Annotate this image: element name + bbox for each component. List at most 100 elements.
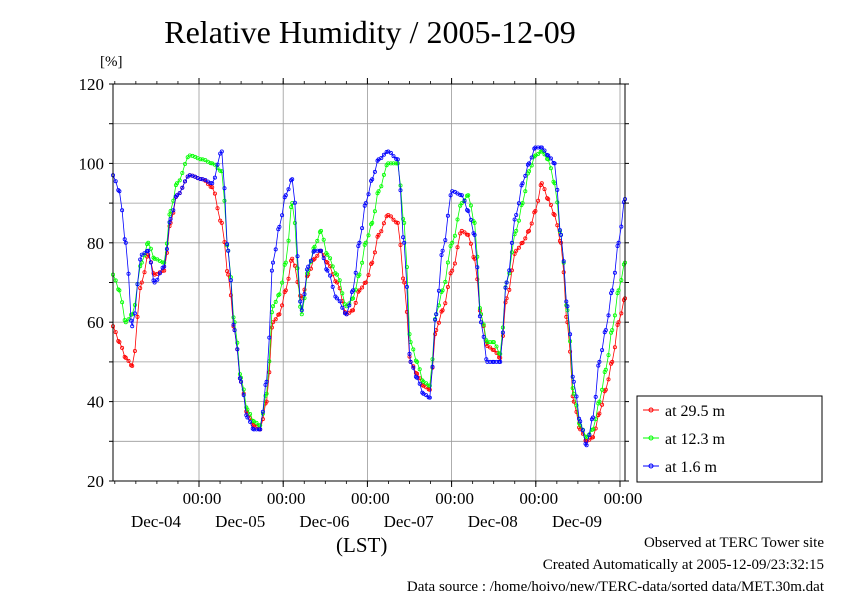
legend-label: at 29.5 m	[665, 403, 726, 420]
series-point	[292, 200, 297, 205]
series-point	[148, 260, 153, 265]
series-point	[462, 198, 467, 203]
series-point	[226, 248, 231, 253]
series-point	[445, 213, 450, 218]
series-point	[450, 240, 455, 245]
series-point	[138, 257, 143, 262]
series-point	[357, 240, 362, 245]
series-point	[520, 181, 525, 186]
series-point	[350, 288, 355, 293]
series-point	[388, 214, 393, 219]
series-point	[152, 280, 157, 285]
series-point	[232, 328, 237, 333]
series-point	[344, 312, 349, 317]
series-point	[603, 387, 608, 392]
series-point	[529, 221, 534, 226]
series-point	[270, 260, 275, 265]
series-point	[485, 359, 490, 364]
series-point	[475, 277, 480, 282]
series-point	[600, 387, 605, 392]
series-point	[443, 279, 448, 284]
y-tick-label: 60	[87, 313, 104, 332]
series-point	[146, 248, 151, 253]
series-point	[440, 308, 445, 313]
series-point	[376, 189, 381, 194]
series-point	[363, 201, 368, 206]
series-point	[350, 308, 355, 313]
series-point	[113, 278, 118, 283]
series-point	[564, 299, 569, 304]
series-point	[337, 299, 342, 304]
series-point	[552, 212, 557, 217]
series-point	[561, 259, 566, 264]
series-point	[353, 300, 358, 305]
series-point	[357, 288, 362, 293]
series-point	[491, 359, 496, 364]
series-point	[372, 169, 377, 174]
series-point	[386, 161, 391, 166]
series-point	[612, 270, 617, 275]
y-tick-label: 120	[79, 75, 105, 94]
series-point	[379, 229, 384, 234]
series-point	[455, 245, 460, 250]
series-point	[481, 322, 486, 327]
series-point	[340, 291, 345, 296]
legend-marker	[648, 407, 654, 413]
series-point	[286, 276, 291, 281]
series-point	[280, 303, 285, 308]
series-point	[533, 145, 538, 150]
series-point	[208, 161, 213, 166]
series-point	[381, 172, 386, 177]
series-point	[619, 224, 624, 229]
series-point	[157, 271, 162, 276]
series-point	[208, 180, 213, 185]
series-point	[407, 351, 412, 356]
series-point	[295, 254, 300, 259]
series-point	[546, 197, 551, 202]
series-point	[536, 198, 541, 203]
series-point	[494, 344, 499, 349]
series-point	[520, 240, 525, 245]
series-point	[295, 266, 300, 271]
series-point	[298, 304, 303, 309]
series-point	[488, 359, 493, 364]
series-point	[328, 256, 333, 261]
series-point	[551, 211, 556, 216]
series-point	[286, 238, 291, 243]
series-point	[610, 328, 615, 333]
series-point	[328, 264, 333, 269]
series-point	[116, 338, 121, 343]
series-point	[532, 146, 537, 151]
legend-marker	[648, 435, 654, 441]
series-point	[286, 187, 291, 192]
series-point	[401, 276, 406, 281]
series-point	[283, 288, 288, 293]
series-point	[210, 181, 215, 186]
series-point	[362, 242, 367, 247]
series-point	[413, 374, 418, 379]
series-point	[212, 162, 217, 167]
series-point	[443, 301, 448, 306]
series-point	[381, 221, 386, 226]
series-point	[503, 285, 508, 290]
series-point	[167, 212, 172, 217]
series-point	[168, 216, 173, 221]
series-point	[512, 217, 517, 222]
series-point	[347, 303, 352, 308]
series-point	[219, 149, 224, 154]
series-point	[142, 270, 147, 275]
series-point	[584, 435, 589, 440]
series-point	[570, 386, 575, 391]
series-point	[123, 320, 128, 325]
series-point	[555, 223, 560, 228]
series-point	[548, 202, 553, 207]
series-point	[491, 340, 496, 345]
series-point	[539, 181, 544, 186]
series-point	[411, 365, 416, 370]
series-point	[251, 427, 256, 432]
series-point	[328, 273, 333, 278]
series-point	[391, 154, 396, 159]
series-point	[555, 200, 560, 205]
series-point	[603, 367, 608, 372]
series-point	[427, 387, 432, 392]
